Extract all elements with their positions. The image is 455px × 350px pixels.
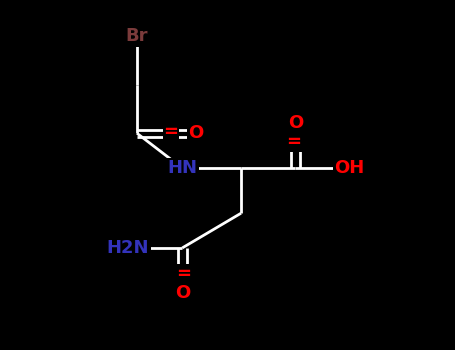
Text: O: O xyxy=(188,124,203,142)
Text: =: = xyxy=(287,133,302,151)
Text: =: = xyxy=(163,122,178,141)
Text: H2N: H2N xyxy=(107,239,149,257)
Text: OH: OH xyxy=(334,159,365,177)
Text: O: O xyxy=(175,284,190,302)
Text: HN: HN xyxy=(167,159,197,177)
Text: Br: Br xyxy=(126,27,148,45)
Text: O: O xyxy=(288,114,303,132)
Text: =: = xyxy=(176,265,191,283)
